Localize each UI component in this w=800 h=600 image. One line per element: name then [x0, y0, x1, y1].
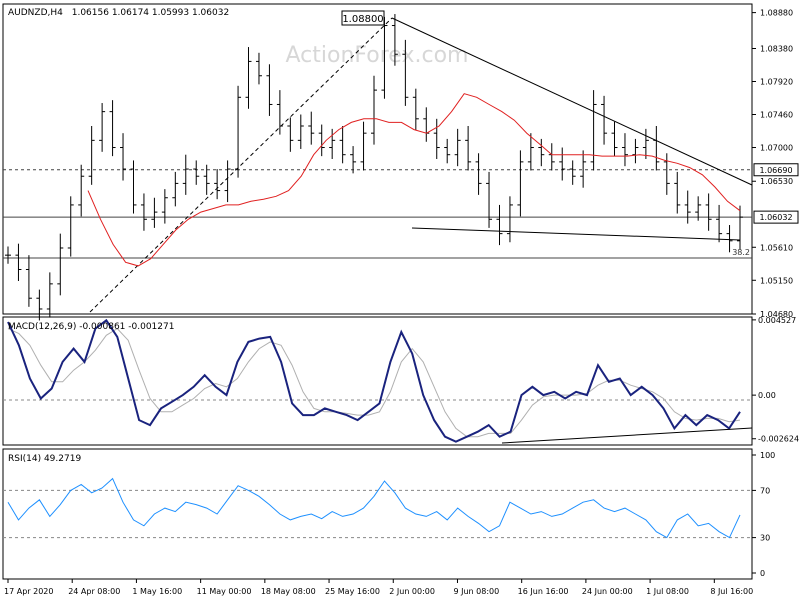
rsi-label: RSI(14) 49.2719 — [8, 454, 81, 464]
price-tick-label: 1.07920 — [760, 78, 793, 87]
macd-tick-label: 0.00 — [758, 391, 776, 400]
macd-tick-label: 0.004527 — [758, 316, 796, 325]
time-tick-label: 17 Apr 2020 — [4, 587, 53, 596]
rsi-tick-label: 0 — [760, 569, 765, 578]
price-symbol-label: AUDNZD,H4 1.06156 1.06174 1.05993 1.0603… — [8, 8, 229, 18]
macd-line — [7, 318, 741, 443]
rsi-tick-label: 70 — [760, 486, 770, 495]
time-tick-label: 24 Jun 00:00 — [582, 587, 633, 596]
price-level-label: 1.06032 — [759, 213, 792, 222]
macd-tick-label: -0.002624 — [758, 435, 799, 444]
price-tick-label: 1.07460 — [760, 111, 793, 120]
macd-y-axis: 0.004527 0.00 -0.002624 — [752, 316, 799, 444]
price-bars — [5, 14, 743, 321]
price-tick-label: 1.05150 — [760, 276, 793, 285]
price-tick-label: 1.08380 — [760, 44, 793, 53]
time-tick-label: 8 Jul 16:00 — [710, 587, 753, 596]
rsi-tick-label: 100 — [760, 451, 775, 460]
rsi-line — [7, 477, 741, 539]
price-trendlines — [89, 17, 753, 313]
rsi-y-axis: 100 70 30 0 — [752, 451, 775, 578]
price-tick-label: 1.07000 — [760, 144, 793, 153]
rsi-pane-frame — [2, 448, 753, 580]
peak-label-box — [341, 10, 385, 26]
time-tick-label: 25 May 16:00 — [325, 587, 380, 596]
fib-level-label: 38.2 — [732, 248, 750, 257]
rsi-pane: 100 70 30 0 RSI(14) 49.2719 — [2, 448, 775, 580]
time-tick-label: 18 May 08:00 — [261, 587, 316, 596]
time-tick-label: 2 Jun 00:00 — [389, 587, 435, 596]
price-tick-label: 1.04680 — [760, 310, 793, 319]
macd-label: MACD(12,26,9) -0.000861 -0.001271 — [8, 322, 174, 332]
time-tick-label: 16 Jun 16:00 — [518, 587, 569, 596]
price-levels: 38.2 — [3, 169, 752, 259]
time-tick-label: 9 Jun 08:00 — [453, 587, 499, 596]
price-level-box — [753, 163, 799, 177]
macd-signal-line — [7, 327, 741, 438]
price-tick-label: 1.05610 — [760, 243, 793, 252]
symbol: AUDNZD,H4 — [8, 8, 63, 18]
macd-pane: 0.004527 0.00 -0.002624 MACD(12,26,9) -0.0… — [2, 316, 799, 446]
ohlc-values: 1.06156 1.06174 1.05993 1.06032 — [72, 8, 229, 18]
price-tick-label: 1.08880 — [760, 9, 793, 18]
rising-dashed-trendline — [89, 17, 393, 313]
moving-average-line — [87, 93, 741, 267]
price-y-axis: 1.08880 1.08380 1.07920 1.07460 1.07000 1.065… — [752, 9, 799, 319]
watermark: ActionForex.com — [286, 43, 469, 68]
time-tick-label: 24 Apr 08:00 — [68, 587, 120, 596]
macd-trendline — [501, 427, 753, 444]
price-pane-frame — [2, 3, 753, 315]
price-level-label: 1.06690 — [759, 166, 792, 175]
price-tick-label: 1.06530 — [760, 177, 793, 186]
time-tick-label: 1 Jul 08:00 — [646, 587, 689, 596]
falling-resistance-trendline — [391, 17, 753, 186]
rsi-tick-label: 30 — [760, 534, 770, 543]
price-level-box — [753, 210, 799, 224]
time-x-axis: 17 Apr 2020 24 Apr 08:00 1 May 16:00 11 May… — [4, 579, 753, 596]
macd-pane-frame — [2, 316, 753, 446]
time-tick-label: 11 May 00:00 — [197, 587, 252, 596]
price-pane: ActionForex.com 38.2 1.08880 1.08380 1.079… — [2, 3, 799, 321]
peak-label: 1.08800 — [342, 14, 383, 25]
time-tick-label: 1 May 16:00 — [132, 587, 182, 596]
support-trendline — [411, 227, 741, 241]
